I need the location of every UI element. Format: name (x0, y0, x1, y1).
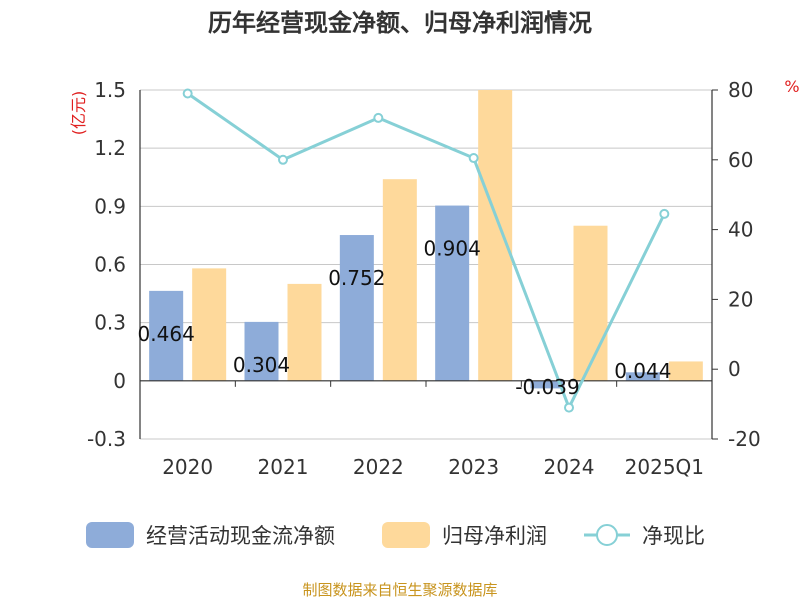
left-axis-unit: (亿元) (69, 91, 88, 136)
cashflow-data-label: 0.752 (328, 266, 385, 290)
y-right-tick-label: 20 (728, 287, 753, 311)
ratio-point (182, 88, 193, 99)
y-left-tick-label: 0.3 (94, 311, 126, 335)
cashflow-data-label: 0.464 (138, 322, 195, 346)
cashflow-data-label: 0.044 (614, 359, 671, 383)
legend: 经营活动现金流净额 归母净利润 净现比 (86, 522, 705, 548)
cashflow-bar (435, 205, 470, 381)
ratio-point (373, 112, 384, 123)
ratio-point (278, 154, 288, 165)
cashflow-bar (625, 372, 660, 381)
y-right-tick-label: 0 (728, 357, 741, 381)
ratio-point (659, 208, 670, 219)
legend-cashflow-label: 经营活动现金流净额 (146, 524, 335, 548)
profit-bar (382, 179, 417, 381)
axes (139, 89, 718, 440)
profit-bar (573, 225, 608, 381)
cashflow-bar (244, 321, 279, 381)
y-right-tick-label: 80 (728, 78, 753, 102)
cashflow-data-label: 0.304 (233, 353, 290, 377)
y-left-tick-label: 0.6 (94, 253, 126, 277)
legend-profit-label: 归母净利润 (442, 524, 547, 548)
tick-labels: -0.3 0 0.3 0.6 0.9 1.2 1.5 -20 0 20 40 60 80 2020 2021… (87, 78, 761, 479)
y-left-tick-label: 0 (113, 369, 126, 393)
source-note: 制图数据来自恒生聚源数据库 (302, 581, 497, 599)
cashflow-bar (339, 235, 374, 381)
profit-bar (287, 283, 322, 381)
y-left-tick-label: 0.9 (94, 194, 126, 218)
x-tick-label: 2021 (258, 455, 309, 479)
data-labels: 0.464 0.304 0.752 0.904 -0.039 0.044 (138, 237, 672, 399)
y-right-tick-label: 60 (728, 148, 753, 172)
x-tick-label: 2020 (162, 455, 213, 479)
profit-bar (668, 361, 703, 381)
profit-bar (192, 268, 227, 381)
cashflow-data-label: 0.904 (424, 237, 481, 261)
y-left-tick-label: 1.2 (94, 136, 126, 160)
legend-profit-swatch (382, 522, 430, 548)
profit-bar (478, 90, 513, 381)
y-left-tick-label: -0.3 (87, 427, 126, 451)
y-left-tick-label: 1.5 (94, 78, 126, 102)
chart-title: 历年经营现金净额、归母净利润情况 (208, 9, 592, 37)
bars (149, 90, 703, 389)
cashflow-data-label: -0.039 (515, 375, 579, 399)
x-tick-label: 2024 (544, 455, 595, 479)
legend-cashflow-swatch (86, 522, 134, 548)
y-right-tick-label: -20 (728, 427, 761, 451)
ratio-point (468, 153, 479, 164)
ratio-line-path (186, 92, 666, 412)
x-tick-label: 2025Q1 (625, 455, 704, 479)
ratio-point (564, 402, 574, 413)
x-tick-label: 2023 (448, 455, 499, 479)
y-right-tick-label: 40 (728, 218, 753, 242)
cashflow-bar (530, 380, 565, 389)
x-tick-label: 2022 (353, 455, 404, 479)
ratio-line (182, 88, 670, 413)
cashflow-bar (149, 290, 184, 381)
right-axis-unit: % (784, 77, 799, 96)
legend-ratio-label: 净现比 (642, 524, 705, 548)
legend-ratio-marker (596, 524, 618, 546)
